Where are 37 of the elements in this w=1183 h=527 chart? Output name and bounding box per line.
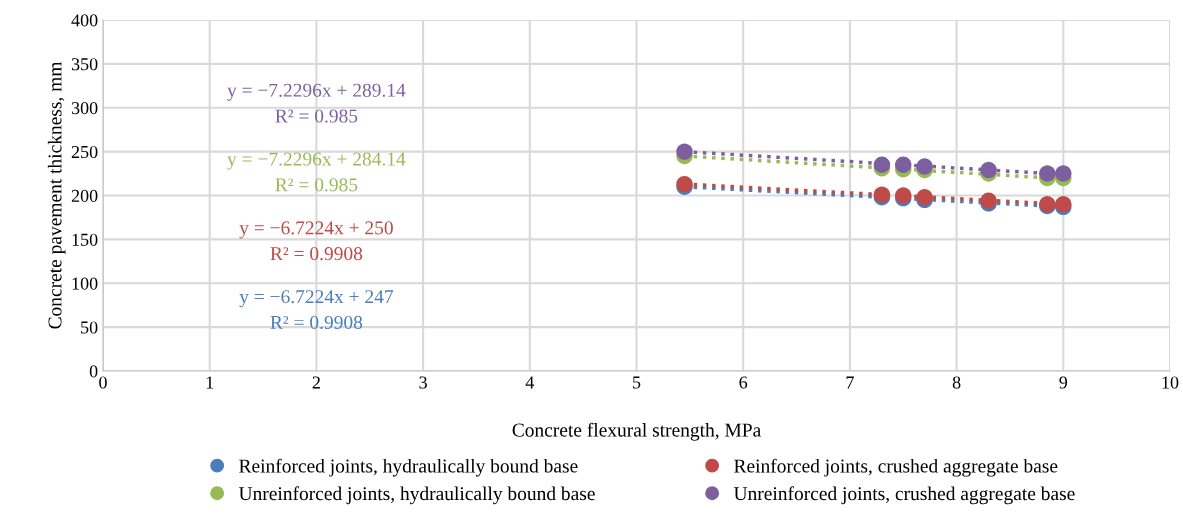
legend-label: Reinforced joints, crushed aggregate base bbox=[734, 458, 1058, 477]
point bbox=[916, 158, 933, 175]
y-tick-label: 300 bbox=[71, 102, 98, 115]
annotation: y = −6.7224x + 250 R² = 0.9908 bbox=[239, 221, 393, 261]
y-tick-label: 150 bbox=[72, 233, 98, 246]
annotation: y = −7.2296x + 284.14 R² = 0.985 bbox=[227, 152, 406, 192]
y-axis-title: Concrete pavement thickness, mm bbox=[47, 61, 66, 329]
point bbox=[873, 156, 891, 173]
point bbox=[980, 161, 997, 179]
point bbox=[676, 143, 693, 160]
x-tick-label: 7 bbox=[846, 376, 854, 389]
x-tick-label: 9 bbox=[1059, 376, 1068, 389]
x-tick-label: 1 bbox=[206, 376, 214, 389]
y-tick-label: 400 bbox=[71, 14, 98, 27]
x-axis-title: Concrete flexural strength, MPa bbox=[512, 422, 761, 441]
legend-label: Unreinforced joints, crushed aggregate base bbox=[733, 486, 1075, 505]
legend-label: Unreinforced joints, hydraulically bound base bbox=[238, 486, 595, 505]
point bbox=[1055, 165, 1072, 182]
x-tick-label: 4 bbox=[525, 376, 535, 389]
legend-label: Reinforced joints, hydraulically bound base bbox=[239, 458, 578, 477]
x-tick-label: 8 bbox=[952, 376, 961, 389]
x-tick-label: 3 bbox=[419, 376, 427, 389]
x-tick-label: 2 bbox=[312, 376, 320, 389]
x-tick-label: 0 bbox=[99, 376, 107, 389]
annotation: y = −7.2296x + 289.14 R² = 0.985 bbox=[227, 83, 406, 123]
y-tick-label: 250 bbox=[71, 145, 98, 159]
point bbox=[1039, 165, 1056, 182]
x-tick-label: 5 bbox=[633, 376, 641, 389]
y-tick-label: 50 bbox=[81, 321, 98, 334]
point bbox=[895, 156, 912, 173]
x-tick-label: 10 bbox=[1162, 376, 1179, 389]
annotation: y = −6.7224x + 247 R² = 0.9908 bbox=[239, 290, 394, 330]
y-tick-label: 200 bbox=[71, 189, 98, 202]
x-tick-label: 6 bbox=[739, 376, 748, 389]
y-tick-label: 100 bbox=[72, 277, 98, 290]
y-tick-label: 0 bbox=[89, 365, 98, 378]
y-tick-label: 350 bbox=[71, 58, 98, 71]
